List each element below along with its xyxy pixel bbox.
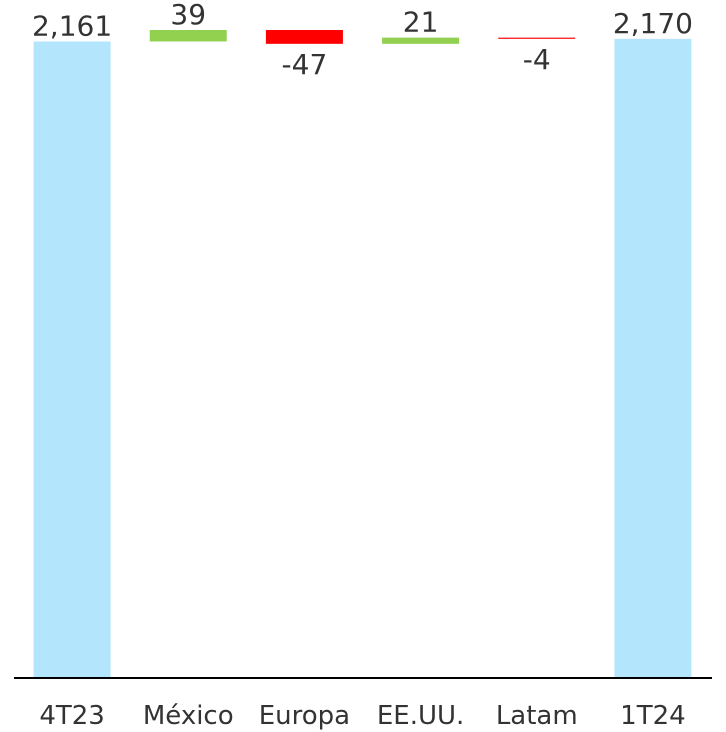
value-label: 2,170 — [613, 7, 693, 40]
bar — [498, 37, 576, 39]
bar — [614, 38, 692, 677]
value-label: 21 — [403, 6, 439, 39]
value-label: 2,161 — [32, 9, 112, 42]
bar — [33, 41, 111, 678]
bar — [382, 37, 460, 44]
value-label: 39 — [170, 0, 206, 31]
value-label: -47 — [282, 48, 328, 81]
x-tick-label: 1T24 — [620, 701, 686, 731]
bar — [149, 30, 227, 42]
value-label: -4 — [523, 43, 551, 76]
bar — [265, 30, 343, 44]
x-tick-label: EE.UU. — [377, 701, 464, 731]
x-tick-label: México — [143, 701, 234, 731]
x-tick-label: Europa — [259, 701, 350, 731]
x-tick-label: 4T23 — [39, 701, 105, 731]
x-tick-label: Latam — [496, 701, 578, 731]
